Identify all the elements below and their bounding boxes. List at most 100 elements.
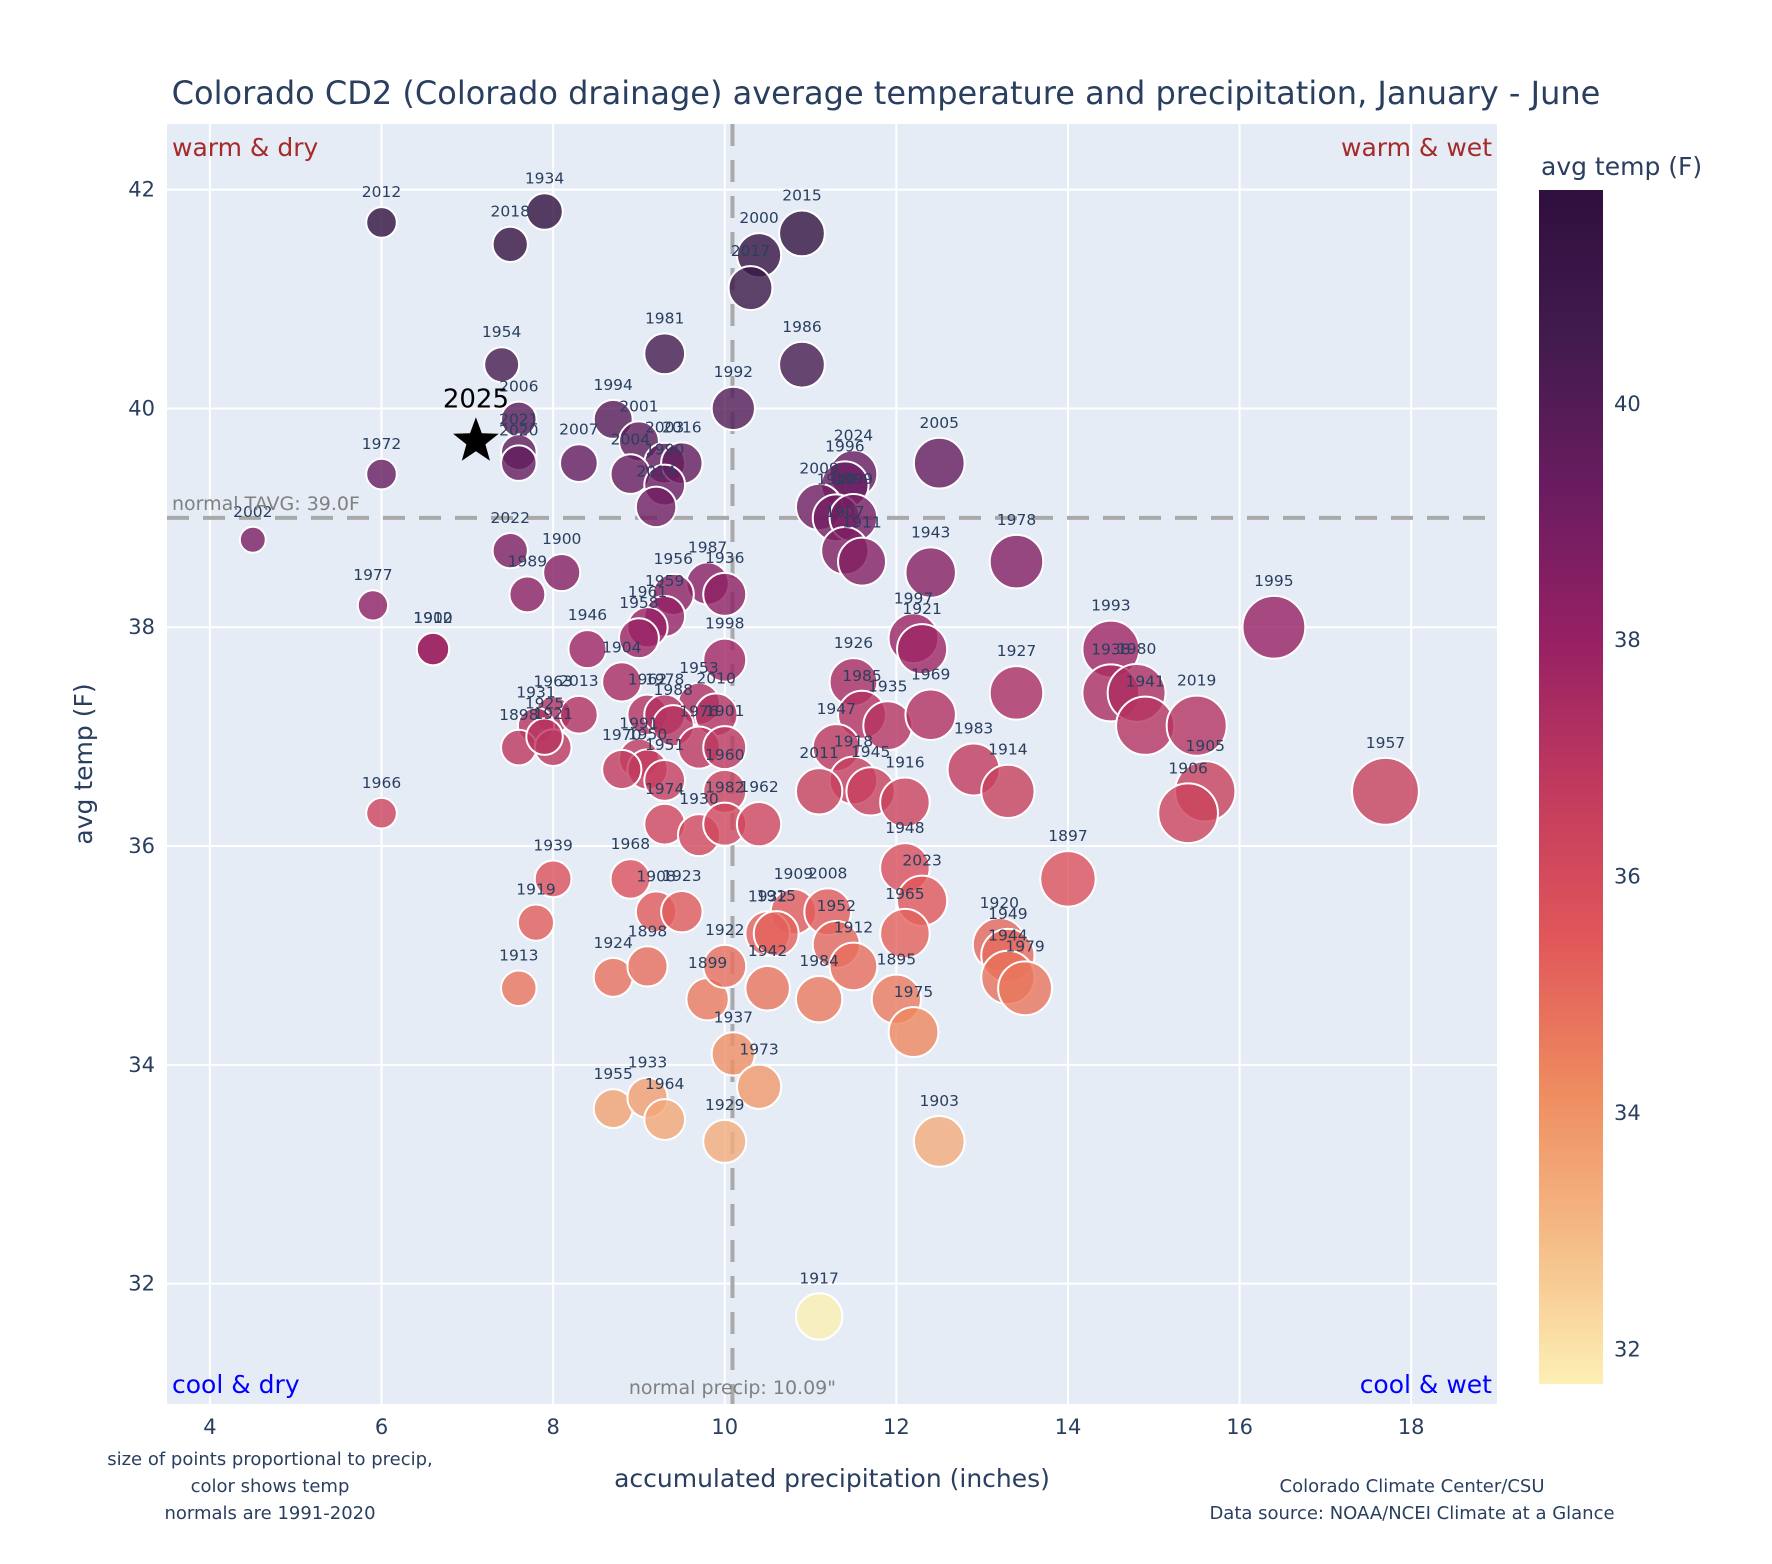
quadrant-warm-dry: warm & dry: [172, 133, 318, 162]
footnote-line-3: normals are 1991-2020: [164, 1503, 375, 1524]
data-point-label: 1908: [636, 867, 675, 885]
data-point-label: 1995: [1254, 572, 1293, 590]
data-point-label: 2004: [611, 430, 650, 448]
footnote-line-2: color shows temp: [191, 1476, 350, 1497]
data-point-label: 1938: [1091, 640, 1130, 658]
data-point: [837, 536, 888, 587]
data-point-label: 2014: [636, 463, 675, 481]
data-point-label: 1950: [628, 725, 667, 743]
data-point-label: 1946: [568, 606, 607, 624]
data-point-label: 1914: [988, 741, 1027, 759]
data-point: [483, 346, 521, 384]
data-point: [727, 265, 774, 312]
data-point-label: 1948: [885, 819, 924, 837]
data-point-label: 2003: [645, 419, 684, 437]
colorbar-tick-label: 40: [1614, 392, 1641, 416]
normal-precip-label: normal precip: 10.09": [629, 1377, 836, 1399]
y-tick-label: 34: [128, 1053, 155, 1077]
data-point-label: 1986: [782, 318, 821, 336]
data-point-label: 1910: [413, 609, 452, 627]
data-point-label: 1961: [628, 583, 667, 601]
data-point-label: 2020: [499, 421, 538, 439]
data-point: [702, 943, 748, 989]
y-tick-label: 32: [128, 1272, 155, 1296]
data-point-label: 1973: [739, 1041, 778, 1059]
data-point-label: 1953: [679, 659, 718, 677]
credits: Colorado Climate Center/CSU Data source:…: [1209, 1476, 1614, 1524]
data-point-label: 2017: [731, 242, 770, 260]
data-point-label: 1947: [817, 700, 856, 718]
data-point: [617, 617, 660, 660]
data-point-label: 1904: [602, 638, 641, 656]
data-point-label: 1981: [645, 309, 684, 327]
data-point-label: 1962: [628, 671, 667, 689]
data-point-label: 1916: [885, 754, 924, 772]
data-point: [415, 631, 451, 667]
data-point-label: 1978: [645, 670, 684, 688]
data-point-label: 1956: [654, 550, 693, 568]
data-point-label: 1898: [628, 922, 667, 940]
data-point-label: 1935: [868, 677, 907, 695]
data-point: [516, 903, 556, 942]
data-point-label: 1992: [714, 363, 753, 381]
data-point: [601, 748, 643, 791]
data-point-label: 1922: [705, 921, 744, 939]
y-tick-label: 42: [128, 178, 155, 202]
data-point-label: 2007: [559, 420, 598, 438]
data-point-label: 1912: [834, 919, 873, 937]
data-point: [634, 485, 678, 529]
data-point: [365, 206, 398, 239]
credit-line-2: Data source: NOAA/NCEI Climate at a Glan…: [1209, 1503, 1614, 1524]
data-point: [500, 444, 538, 482]
data-point-label: 1993: [1091, 597, 1130, 615]
data-point-label: 1941: [1125, 673, 1164, 691]
data-point-label: 1897: [1048, 827, 1087, 845]
data-point-label: 1909: [774, 865, 813, 883]
data-point: [491, 532, 529, 570]
data-point-label: 2021: [499, 410, 538, 428]
data-point-label: 1955: [593, 1065, 632, 1083]
data-point-label: 2008: [808, 864, 847, 882]
data-point: [912, 436, 966, 490]
data-point-label: 2024: [834, 426, 873, 444]
data-point-label: 1899: [688, 954, 727, 972]
data-point-label: 1963: [533, 672, 572, 690]
quadrant-cool-wet: cool & wet: [1360, 1370, 1492, 1399]
data-point-label: 1929: [705, 1096, 744, 1114]
data-point-label: 1902: [413, 609, 452, 627]
data-point: [1157, 782, 1219, 845]
data-point-label: 1924: [593, 934, 632, 952]
data-point: [794, 1292, 844, 1341]
data-point-label: 2013: [559, 672, 598, 690]
x-ticks: 4 6 8 10 12 14 16 18: [203, 1415, 1424, 1439]
data-point-label: 1954: [482, 323, 521, 341]
data-point-label: 1978: [997, 511, 1036, 529]
data-point: [710, 385, 756, 432]
data-point: [735, 1063, 783, 1110]
data-point-label: 1991: [619, 715, 658, 733]
data-point-label: 2006: [499, 378, 538, 396]
data-point-label: 1979: [1005, 937, 1044, 955]
footnote-line-1: size of points proportional to precip,: [107, 1449, 433, 1470]
colorbar: [1539, 190, 1603, 1384]
data-point: [988, 665, 1045, 721]
footnote: size of points proportional to precip, c…: [107, 1449, 433, 1524]
data-point-label: 1985: [842, 667, 881, 685]
data-point-label: 1972: [362, 435, 401, 453]
data-point: [643, 1098, 687, 1141]
data-point: [365, 796, 398, 830]
data-point: [1241, 594, 1307, 660]
data-point: [356, 589, 390, 622]
data-point-label: 1919: [516, 881, 555, 899]
data-point: [365, 457, 398, 491]
data-point-label: 2016: [662, 418, 701, 436]
data-point-label: 1970: [602, 726, 641, 744]
data-point-label: 2018: [490, 203, 529, 221]
x-axis-title: accumulated precipitation (inches): [614, 1464, 1050, 1493]
data-point-label: 1945: [851, 743, 890, 761]
data-point-label: 1987: [688, 538, 727, 556]
data-point-label: 1983: [954, 719, 993, 737]
data-point-label: 1934: [525, 169, 564, 187]
data-point-label: 1943: [911, 523, 950, 541]
data-point: [559, 694, 599, 735]
